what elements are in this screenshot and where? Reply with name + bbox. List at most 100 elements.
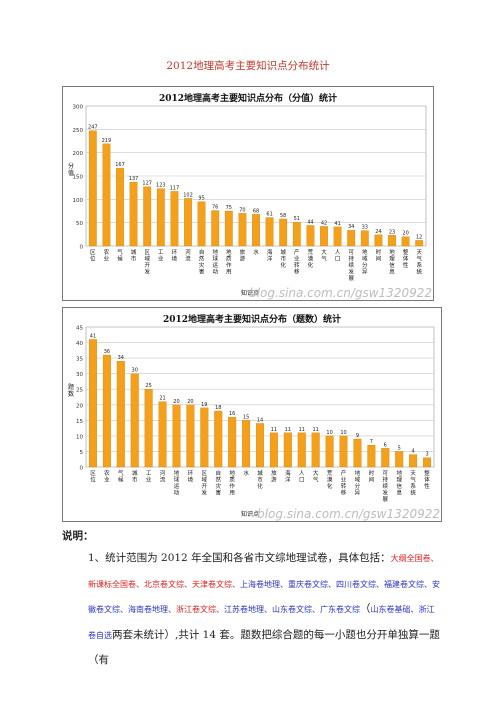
- x-tick-label-char: 质: [226, 255, 232, 263]
- x-tick-label-char: 运: [212, 261, 218, 269]
- x-tick-label-char: 展: [348, 275, 354, 282]
- x-tick-label: 区位: [90, 470, 96, 484]
- x-tick-label: 地域分异: [362, 248, 368, 276]
- x-tick-label-char: 开: [202, 483, 208, 490]
- data-label: 36: [104, 349, 110, 355]
- data-label: 34: [118, 355, 124, 361]
- x-tick-label-char: 域: [202, 476, 208, 484]
- data-label: 10: [326, 430, 332, 436]
- x-tick-label-char: 游: [271, 476, 277, 484]
- data-label: 3: [425, 452, 428, 458]
- notes-paragraph: 1、统计范围为 2012 年全国和各省市文综地理试卷，具体包括：大纲全国卷、新课…: [62, 546, 442, 673]
- bar: [102, 143, 111, 247]
- x-tick-label-char: 化: [257, 482, 263, 490]
- x-tick-label-char: 息: [396, 489, 402, 497]
- watermark: blog.sina.com.cn/gsw1320922: [257, 507, 440, 521]
- x-tick-label-char: 旅: [271, 469, 277, 477]
- data-label: 75: [226, 205, 232, 211]
- x-tick-label-char: 统: [410, 489, 416, 497]
- x-tick-label-char: 气: [321, 255, 327, 263]
- x-tick-label-char: 市: [131, 255, 137, 263]
- x-tick-label-char: 海: [267, 248, 273, 256]
- x-tick-label-char: 自: [215, 469, 221, 477]
- x-tick-label: 荒漠化: [327, 469, 333, 490]
- x-tick-label-char: 统: [416, 268, 422, 276]
- x-tick-label-char: 气: [416, 255, 422, 263]
- x-tick-label-char: 移: [341, 489, 347, 497]
- x-tick-label-char: 候: [118, 476, 124, 484]
- x-tick-label: 地域分异: [355, 469, 361, 497]
- x-tick-label-char: 环: [172, 249, 178, 256]
- bar: [158, 401, 167, 468]
- count-chart-svg: 2012地理高考主要知识点分布（题数）统计051015202530354045题…: [62, 307, 442, 522]
- x-tick-label-char: 地: [226, 248, 232, 256]
- data-label: 219: [102, 138, 112, 144]
- notes-run: 上海卷地理、: [240, 579, 288, 589]
- bar: [423, 457, 432, 468]
- data-label: 247: [88, 125, 98, 131]
- y-tick-label: 100: [73, 198, 84, 204]
- x-tick-label: 河流: [160, 469, 166, 484]
- data-label: 23: [389, 229, 395, 235]
- bar: [256, 423, 264, 468]
- count-chart: 2012地理高考主要知识点分布（题数）统计 0 5 10 15 20 25 30 35 40 45 题…: [62, 307, 442, 522]
- x-tick-label: 区域开发: [144, 249, 150, 276]
- bar: [214, 410, 223, 468]
- x-tick-label: 城市化: [280, 249, 286, 269]
- x-tick-label-char: 气: [118, 469, 124, 477]
- notes-heading: 说明：: [62, 530, 94, 542]
- x-tick-label-char: 域: [355, 476, 361, 484]
- x-tick-label-char: 流: [160, 476, 166, 484]
- x-tick-label-char: 人: [335, 249, 341, 256]
- x-tick-label-char: 球: [212, 255, 218, 263]
- x-tick-label-char: 展: [383, 496, 389, 503]
- x-tick-label: 农业: [104, 469, 110, 484]
- x-tick-label: 人口: [335, 249, 341, 263]
- notes-run: 江苏卷地理、山东卷文综、广东卷文综: [224, 605, 360, 614]
- data-label: 76: [212, 205, 218, 211]
- x-tick-label-char: 荒: [327, 469, 333, 477]
- x-tick-label-char: 持: [383, 476, 389, 484]
- data-label: 5: [398, 445, 401, 451]
- x-tick-label-char: 质: [229, 476, 235, 484]
- bar: [347, 229, 356, 247]
- data-label: 117: [170, 185, 180, 191]
- data-label: 19: [201, 402, 207, 408]
- x-tick-label-char: 化: [308, 261, 314, 269]
- bar: [184, 198, 192, 247]
- bar: [172, 404, 181, 468]
- x-tick-label-char: 水: [253, 248, 259, 256]
- y-axis-label-char: 题: [68, 384, 74, 391]
- x-tick-label-char: 大: [313, 469, 319, 477]
- x-tick-label: 气候: [117, 248, 123, 263]
- data-label: 58: [280, 213, 286, 219]
- x-tick-label-char: 河: [160, 469, 166, 477]
- x-tick-label-char: 漠: [308, 255, 314, 263]
- bar: [339, 435, 348, 468]
- x-tick-label: 城市化: [257, 470, 263, 490]
- x-tick-label-char: 环: [188, 470, 194, 477]
- bar: [129, 181, 138, 247]
- y-tick-label: 40: [76, 341, 83, 347]
- bar: [186, 404, 195, 468]
- x-tick-label-char: 区: [202, 470, 208, 477]
- x-tick-label-char: 作: [229, 482, 235, 490]
- x-tick-label: 荒漠化: [308, 248, 314, 269]
- y-tick-label: 0: [80, 466, 84, 472]
- notes-run: 重庆卷文综、四川卷文综、福建卷文综、安徽卷文综、海南卷地理、: [88, 579, 440, 615]
- x-tick-label-char: 业: [158, 255, 164, 263]
- notes-body: 1、统计范围为 2012 年全国和各省市文综地理试卷，具体包括：大纲全国卷、新课…: [62, 546, 442, 673]
- y-tick-label: 300: [73, 105, 84, 111]
- x-tick-label: 天气系统: [416, 249, 422, 276]
- bar: [143, 186, 152, 247]
- data-label: 11: [312, 427, 318, 433]
- y-tick-label: 10: [76, 434, 83, 440]
- x-tick-label-char: 城: [132, 470, 138, 477]
- x-tick-label-char: 位: [90, 255, 96, 263]
- x-tick-label-char: 地: [212, 248, 218, 256]
- bar: [116, 361, 125, 468]
- x-tick-label: 地理信息: [389, 248, 395, 276]
- y-tick-label: 150: [73, 175, 84, 181]
- x-tick-label-char: 转: [341, 482, 347, 490]
- notes-run: 大纲全国卷、新课标全国卷、北京卷文综、天津卷文综、: [88, 554, 439, 589]
